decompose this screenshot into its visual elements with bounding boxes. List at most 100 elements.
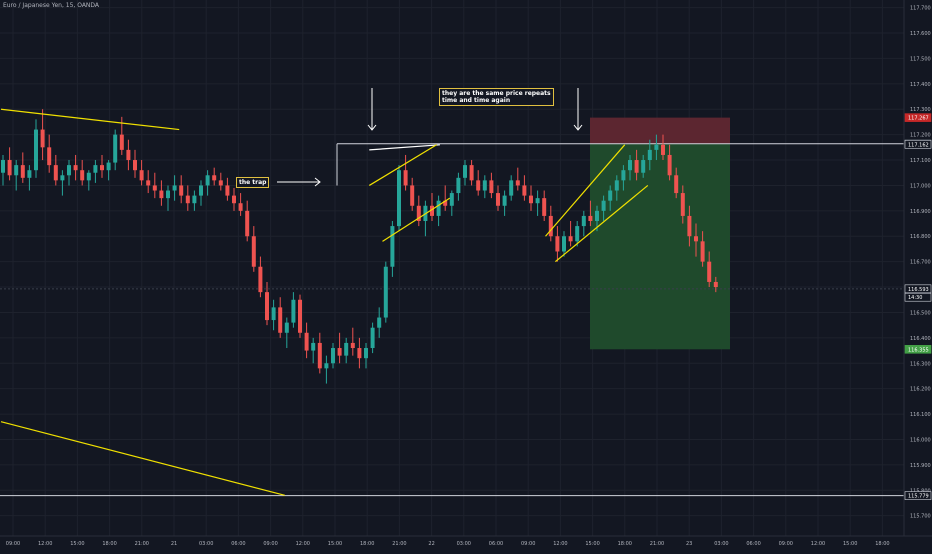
y-tick-label: 117.100 [910,158,931,164]
candle-body [106,162,111,171]
candle-body [172,185,177,191]
candle-body [271,307,276,321]
channel-line [555,184,649,263]
candle-body [146,180,151,186]
trendline [0,108,180,131]
candle-body [608,190,613,201]
y-tick-label: 115.900 [910,463,931,469]
x-tick-label: 21 [171,541,177,547]
arrow-down-right [573,88,583,131]
candle-body [192,195,197,204]
candle-body [27,170,32,178]
candle-body [245,210,250,237]
candle-body [568,236,573,242]
candle-body [476,180,481,191]
candle-body [509,180,514,196]
candle-body [67,165,71,176]
x-tick-label: 06:00 [746,541,760,547]
candle-body [238,203,243,211]
arrow-down-left [367,88,377,131]
candle-body [331,348,335,364]
candle-body [390,226,395,267]
y-tick-label: 116.900 [910,209,931,215]
candle-body [126,149,131,161]
y-tick-label: 117.500 [910,56,931,62]
candle-body [403,170,408,186]
candle-body [185,195,190,204]
candle-body [179,185,184,196]
candle-body [687,215,692,237]
candle-body [667,154,672,176]
candle-body [218,180,223,186]
y-tick-label: 116.700 [910,260,931,266]
candle-body [7,160,12,176]
candle-body [265,292,269,321]
candle-body [397,170,401,227]
y-tick-label: 115.700 [910,514,931,520]
arrow-right [277,177,321,187]
candle-body [370,327,375,349]
price-label: 117.162 [908,142,929,148]
candle-body [278,307,283,333]
candle-body [225,185,230,196]
price-label: 14:30 [908,295,922,301]
x-tick-label: 18:00 [875,541,889,547]
y-tick-label: 116.200 [910,387,931,393]
arrow-down-right-head [573,124,583,131]
candle-body [654,144,659,150]
candle-body [34,129,38,171]
price-label-box [904,139,932,149]
y-tick-label: 117.400 [910,82,931,88]
candle-body [601,200,606,211]
channel-line [382,197,451,242]
y-tick-label: 117.600 [910,31,931,37]
candle-body [581,215,586,227]
x-tick-label: 15:00 [328,541,342,547]
y-tick-label: 116.800 [910,234,931,240]
y-tick-label: 117.000 [910,183,931,189]
x-tick-label: 18:00 [102,541,116,547]
candle-body [562,236,566,252]
candle-body [634,160,639,173]
candle-body [522,185,527,196]
candle-body [139,170,144,181]
candle-body [410,185,415,206]
x-tick-label: 12:00 [296,541,310,547]
x-tick-label: 03:00 [714,541,728,547]
candle-body [284,322,289,333]
trap-annotation-text: the trap [239,179,267,186]
candle-body [344,342,349,356]
x-tick-label: 15:00 [843,541,857,547]
price-label-box [904,284,932,294]
y-tick-label: 117.200 [910,133,931,139]
candle-body [588,215,593,222]
x-tick-label: 22 [428,541,434,547]
candle-body [291,299,296,323]
candle-body [575,226,580,242]
y-tick-label: 117.300 [910,107,931,113]
x-tick-label: 09:00 [779,541,793,547]
y-tick-label: 115.800 [910,488,931,494]
candle-body [621,170,626,181]
candle-body [205,175,210,186]
candle-body [595,210,599,222]
price-label-box [904,113,932,122]
x-tick-label: 21:00 [135,541,149,547]
price-label-box [904,292,932,302]
y-tick-label: 116.500 [910,310,931,316]
candle-body [100,165,104,171]
candle-body [152,185,157,191]
x-tick-label: 06:00 [231,541,245,547]
candle-body [502,195,507,206]
candle-body [430,205,434,216]
trap-annotation: the trap [236,177,270,188]
candle-body [80,170,85,181]
x-tick-label: 12:00 [811,541,825,547]
candle-body [133,160,137,171]
candle-body [166,190,170,199]
price-label-box [904,344,932,354]
x-tick-label: 15:00 [585,541,599,547]
candle-body [489,180,494,194]
